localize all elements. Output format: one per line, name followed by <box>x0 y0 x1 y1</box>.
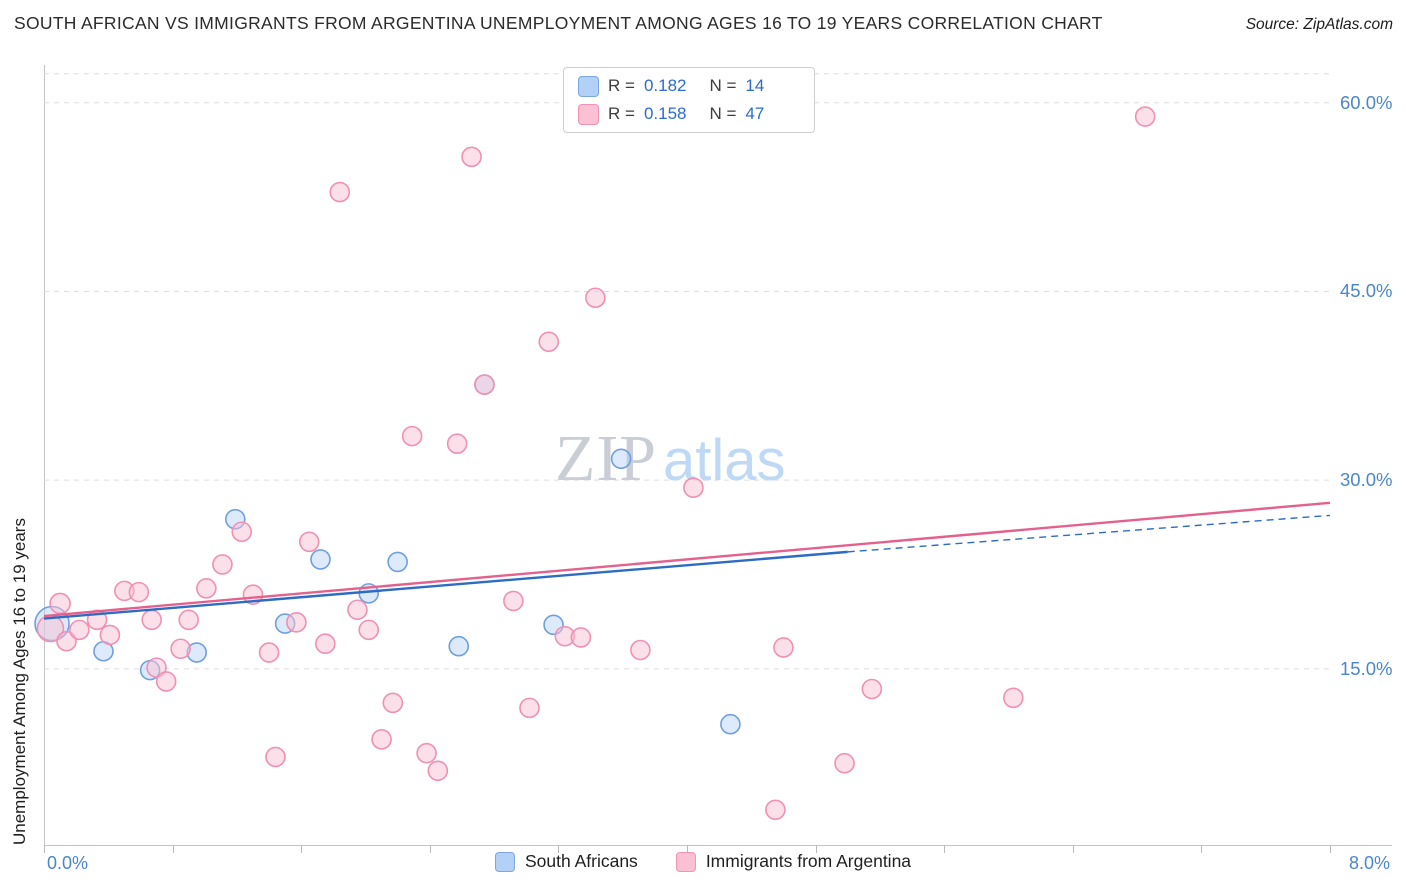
source-credit: Source: ZipAtlas.com <box>1245 16 1393 33</box>
point-immigrants-from-argentina[interactable] <box>765 799 786 821</box>
n-value-argentina: 47 <box>745 104 765 123</box>
watermark: ZIP atlas <box>555 422 786 495</box>
x-axis-tick <box>1330 845 1331 853</box>
legend-label-argentina: Immigrants from Argentina <box>705 851 912 871</box>
legend-item-south-africans[interactable]: South Africans <box>494 851 638 872</box>
r-value-south-africans: 0.182 <box>643 76 687 95</box>
point-immigrants-from-argentina[interactable] <box>231 521 253 543</box>
scatter-plot: ZIP atlas <box>34 73 1331 821</box>
point-immigrants-from-argentina[interactable] <box>170 638 191 660</box>
point-immigrants-from-argentina[interactable] <box>401 425 423 447</box>
y-axis-line <box>44 65 45 845</box>
r-label: R = <box>608 76 635 95</box>
point-immigrants-from-argentina[interactable] <box>446 433 468 454</box>
x-tick-label-max: 8.0% <box>1349 853 1391 873</box>
x-axis-tick <box>944 845 946 853</box>
r-label: R = <box>608 104 635 123</box>
legend-row-south-africans: R = 0.182 N = 14 <box>578 75 800 97</box>
legend-item-argentina[interactable]: Immigrants from Argentina <box>675 851 912 872</box>
x-axis-tick <box>1072 845 1074 853</box>
point-immigrants-from-argentina[interactable] <box>474 374 495 395</box>
y-tick-label-15: 15.0% <box>1340 658 1393 679</box>
point-immigrants-from-argentina[interactable] <box>461 146 482 168</box>
south-africans-swatch <box>494 851 515 872</box>
x-axis-tick <box>44 845 45 853</box>
y-tick-label-45: 45.0% <box>1340 280 1393 301</box>
point-immigrants-from-argentina[interactable] <box>315 633 336 655</box>
point-south-africans[interactable] <box>310 549 331 570</box>
point-immigrants-from-argentina[interactable] <box>69 619 90 641</box>
south-africans-swatch <box>578 75 599 97</box>
legend-row-argentina: R = 0.158 N = 47 <box>578 103 800 125</box>
point-immigrants-from-argentina[interactable] <box>56 630 77 652</box>
x-axis-tick <box>301 845 303 853</box>
x-axis-tick <box>172 845 174 853</box>
point-south-africans[interactable] <box>610 448 632 470</box>
point-immigrants-from-argentina[interactable] <box>212 554 233 575</box>
point-immigrants-from-argentina[interactable] <box>371 729 392 750</box>
point-immigrants-from-argentina[interactable] <box>570 627 592 648</box>
point-immigrants-from-argentina[interactable] <box>834 752 855 774</box>
point-immigrants-from-argentina[interactable] <box>416 742 437 764</box>
point-south-africans[interactable] <box>448 635 470 657</box>
x-tick-label-min: 0.0% <box>47 853 89 873</box>
point-immigrants-from-argentina[interactable] <box>347 599 368 621</box>
trend-line-south-africans <box>847 514 1331 553</box>
x-axis-tick <box>1201 845 1203 853</box>
trend-line-immigrants-from-argentina <box>43 501 1331 618</box>
series-legend: South Africans Immigrants from Argentina <box>494 851 912 872</box>
point-immigrants-from-argentina[interactable] <box>538 331 560 353</box>
correlation-legend-box: R = 0.182 N = 14 R = 0.158 N = 47 <box>563 67 815 133</box>
point-immigrants-from-argentina[interactable] <box>99 624 121 646</box>
point-immigrants-from-argentina[interactable] <box>155 671 177 692</box>
point-south-africans[interactable] <box>720 713 741 735</box>
point-immigrants-from-argentina[interactable] <box>329 181 351 203</box>
x-axis-tick <box>687 845 688 853</box>
point-immigrants-from-argentina[interactable] <box>242 584 264 605</box>
legend-label-south-africans: South Africans <box>524 851 638 871</box>
point-immigrants-from-argentina[interactable] <box>683 477 704 499</box>
argentina-swatch <box>578 103 599 125</box>
point-immigrants-from-argentina[interactable] <box>427 760 449 782</box>
point-immigrants-from-argentina[interactable] <box>630 639 651 661</box>
trend-line-south-africans <box>43 550 848 620</box>
plot-area: ZIP atlas <box>34 65 1331 845</box>
point-immigrants-from-argentina[interactable] <box>141 609 163 631</box>
x-axis-tick <box>815 845 817 853</box>
y-tick-label-30: 30.0% <box>1340 469 1393 490</box>
point-immigrants-from-argentina[interactable] <box>258 642 280 663</box>
y-axis-title: Unemployment Among Ages 16 to 19 years <box>10 518 29 845</box>
point-immigrants-from-argentina[interactable] <box>358 619 380 641</box>
point-immigrants-from-argentina[interactable] <box>146 657 167 678</box>
point-immigrants-from-argentina[interactable] <box>503 590 524 612</box>
point-immigrants-from-argentina[interactable] <box>1003 687 1024 709</box>
point-immigrants-from-argentina[interactable] <box>178 609 199 631</box>
argentina-swatch <box>675 851 696 872</box>
point-immigrants-from-argentina[interactable] <box>382 692 404 714</box>
n-label: N = <box>709 76 737 95</box>
point-immigrants-from-argentina[interactable] <box>773 637 794 658</box>
point-immigrants-from-argentina[interactable] <box>128 581 150 603</box>
point-immigrants-from-argentina[interactable] <box>1134 106 1156 127</box>
point-immigrants-from-argentina[interactable] <box>298 531 320 553</box>
point-immigrants-from-argentina[interactable] <box>519 697 540 719</box>
point-immigrants-from-argentina[interactable] <box>196 578 217 599</box>
x-axis-line <box>44 845 1392 846</box>
chart-title: SOUTH AFRICAN VS IMMIGRANTS FROM ARGENTI… <box>14 13 1103 33</box>
point-immigrants-from-argentina[interactable] <box>585 287 606 309</box>
n-value-south-africans: 14 <box>745 76 765 95</box>
r-value-argentina: 0.158 <box>643 104 687 123</box>
n-label: N = <box>709 104 737 123</box>
point-immigrants-from-argentina[interactable] <box>861 678 883 700</box>
x-axis-tick <box>558 845 560 853</box>
point-south-africans[interactable] <box>387 551 408 573</box>
x-axis-tick <box>429 845 431 853</box>
y-tick-label-60: 60.0% <box>1340 92 1393 113</box>
point-immigrants-from-argentina[interactable] <box>265 746 286 768</box>
point-immigrants-from-argentina[interactable] <box>49 592 71 615</box>
point-immigrants-from-argentina[interactable] <box>286 612 307 633</box>
